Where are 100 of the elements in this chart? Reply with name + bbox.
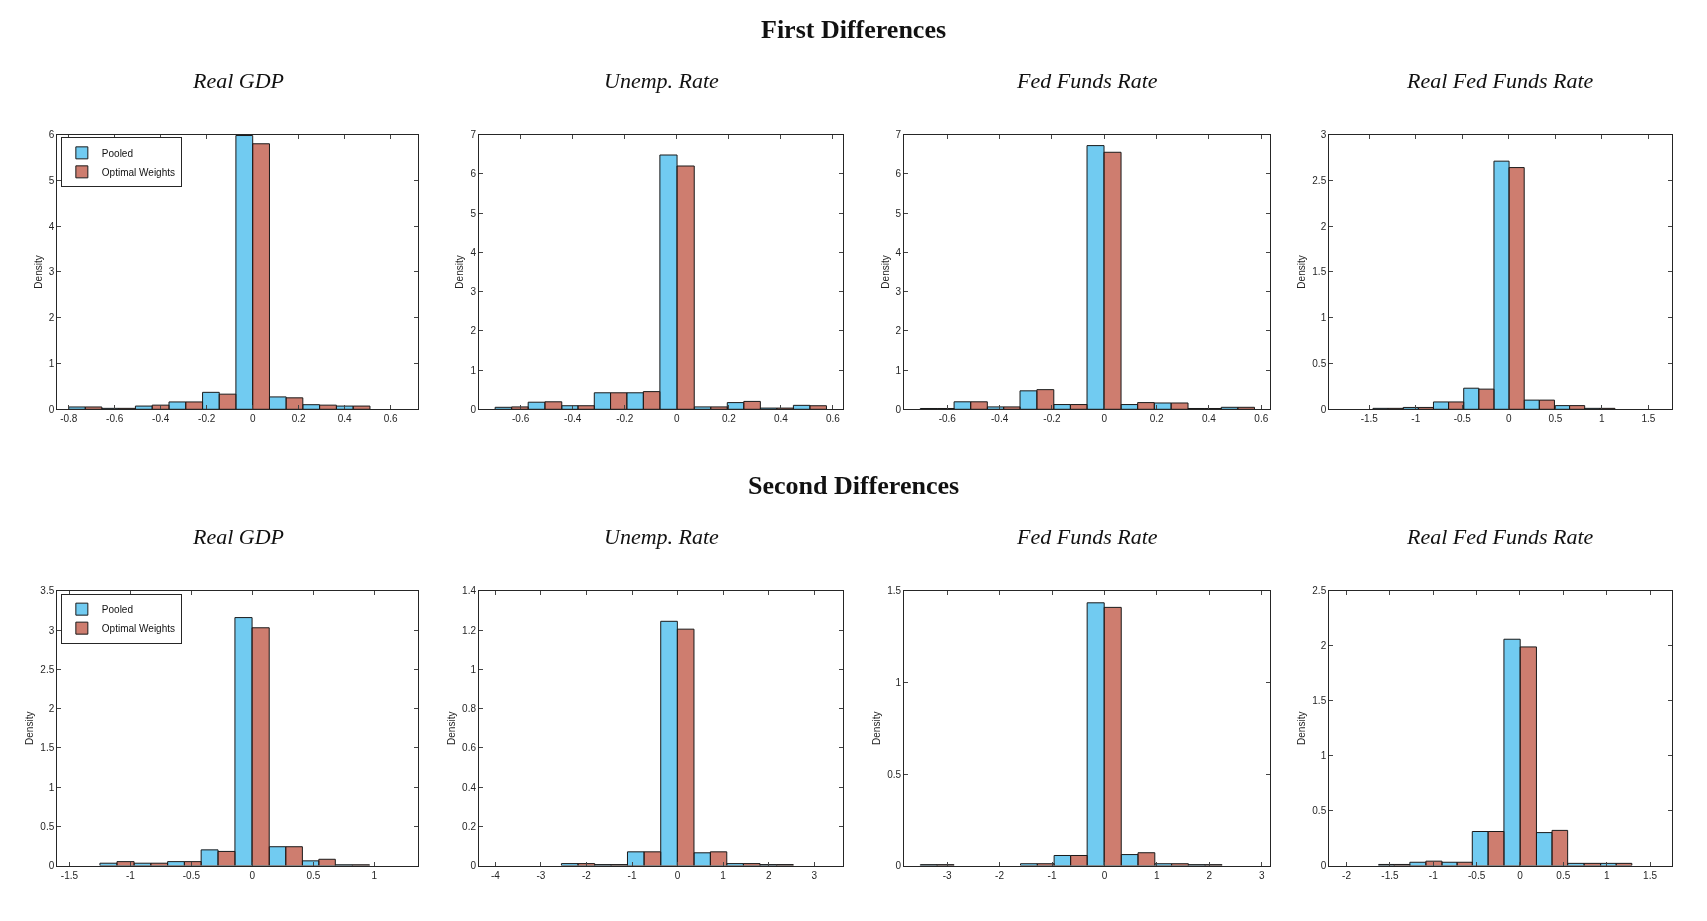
x-tick-label: 0 — [1101, 413, 1108, 425]
x-tick-label: 3 — [811, 869, 818, 881]
y-tick-label: 1 — [895, 364, 902, 376]
y-tick-label: 5 — [48, 174, 55, 186]
chart-title: Fed Funds Rate — [1016, 68, 1158, 93]
y-tick-label: 2 — [470, 325, 477, 337]
x-tick-label: -0.2 — [198, 413, 216, 425]
y-tick-label: 1 — [895, 676, 902, 688]
y-tick-label: 1.5 — [1312, 266, 1327, 278]
legend-label: Pooled — [101, 147, 133, 159]
y-tick-label: 0.5 — [40, 820, 55, 832]
y-axis-title: Density — [24, 711, 36, 745]
x-tick-label: 0.4 — [1202, 413, 1217, 425]
y-axis-title: Density — [1296, 255, 1308, 289]
x-tick-label: 0 — [1506, 413, 1513, 425]
x-tick-label: -0.2 — [616, 413, 634, 425]
x-tick-label: 0.5 — [1556, 869, 1571, 881]
y-tick-label: 2 — [895, 325, 902, 337]
x-tick-label: -0.2 — [1043, 413, 1061, 425]
legend-label: Pooled — [101, 604, 133, 616]
y-tick-label: 4 — [48, 220, 55, 232]
x-tick-label: -0.5 — [1453, 413, 1472, 425]
x-tick-label: 0 — [249, 413, 256, 425]
y-tick-label: 0.5 — [887, 768, 902, 780]
x-tick-label: 1 — [1603, 869, 1610, 881]
y-tick-label: 3.5 — [40, 585, 55, 597]
y-tick-label: 0.5 — [1312, 805, 1327, 817]
x-tick-label: -0.8 — [60, 413, 78, 425]
y-axis-title: Density — [879, 255, 891, 289]
x-tick-label: -1.5 — [60, 869, 79, 881]
y-axis-title: Density — [446, 711, 458, 745]
y-tick-label: 1.5 — [40, 742, 55, 754]
y-tick-label: 3 — [470, 286, 477, 298]
y-tick-label: 1.2 — [462, 624, 477, 636]
y-tick-label: 6 — [470, 168, 477, 180]
y-tick-label: 2 — [1320, 640, 1327, 652]
x-tick-label: -3 — [942, 869, 952, 881]
x-tick-label: 0.2 — [1149, 413, 1165, 425]
text: Second Differences — [748, 471, 960, 500]
y-tick-label: 0 — [48, 860, 55, 872]
y-tick-label: 3 — [48, 624, 55, 636]
y-tick-label: 0.8 — [462, 703, 477, 715]
x-tick-label: 1.5 — [1643, 869, 1658, 881]
y-tick-label: 3 — [895, 286, 902, 298]
x-tick-label: -1 — [125, 869, 136, 881]
y-axis-title: Density — [32, 255, 44, 289]
x-tick-label: 0.4 — [773, 413, 789, 425]
y-tick-label: 3 — [1320, 129, 1327, 141]
y-tick-label: 0 — [895, 403, 902, 415]
x-tick-label: -1 — [1411, 413, 1421, 425]
x-tick-label: -1 — [1047, 869, 1057, 881]
x-tick-label: 0 — [249, 869, 256, 881]
x-tick-label: 1 — [371, 869, 378, 881]
chart-title: Real GDP — [192, 524, 285, 549]
y-tick-label: 1 — [48, 357, 55, 369]
y-tick-label: 3 — [48, 266, 55, 278]
x-tick-label: 0 — [1101, 869, 1108, 881]
x-tick-label: 1 — [1154, 869, 1161, 881]
x-tick-label: -0.6 — [938, 413, 957, 425]
y-tick-label: 0.4 — [462, 781, 477, 793]
x-tick-label: 2 — [1206, 869, 1213, 881]
y-tick-label: 4 — [470, 246, 477, 258]
legend-label: Optimal Weights — [101, 166, 176, 178]
y-tick-label: 0.6 — [462, 742, 477, 754]
y-tick-label: 1 — [1320, 750, 1327, 762]
y-tick-label: 0.2 — [462, 820, 477, 832]
x-tick-label: 0 — [1517, 869, 1524, 881]
x-tick-label: -2 — [995, 869, 1005, 881]
x-tick-label: -1.5 — [1381, 869, 1399, 881]
y-tick-label: 2.5 — [1312, 585, 1327, 597]
y-tick-label: 2 — [48, 312, 55, 324]
x-tick-label: -4 — [490, 869, 501, 881]
chart-title: Real GDP — [192, 68, 285, 93]
x-tick-label: 0.2 — [291, 413, 307, 425]
text: First Differences — [761, 15, 947, 44]
x-tick-label: 3 — [1259, 869, 1266, 881]
y-tick-label: 0.5 — [1312, 357, 1327, 369]
x-tick-label: -0.4 — [991, 413, 1009, 425]
x-tick-label: -0.5 — [1468, 869, 1486, 881]
y-tick-label: 1 — [470, 663, 477, 675]
y-tick-label: 0 — [48, 403, 55, 415]
x-tick-label: -0.4 — [152, 413, 170, 425]
y-tick-label: 1.5 — [887, 585, 902, 597]
y-tick-label: 2 — [1320, 220, 1327, 232]
y-tick-label: 1 — [1320, 312, 1327, 324]
chart-title: Real Fed Funds Rate — [1406, 68, 1594, 93]
y-tick-label: 7 — [470, 129, 477, 141]
chart-title: Unemp. Rate — [604, 68, 720, 93]
x-tick-label: -3 — [536, 869, 546, 881]
x-tick-label: 1 — [1599, 413, 1606, 425]
chart-title: Unemp. Rate — [604, 524, 720, 549]
x-tick-label: 0.5 — [1548, 413, 1563, 425]
x-tick-label: -2 — [1342, 869, 1352, 881]
x-tick-label: -1.5 — [1360, 413, 1379, 425]
y-axis-title: Density — [871, 711, 883, 745]
x-tick-label: 0.5 — [306, 869, 321, 881]
y-tick-label: 1 — [48, 781, 55, 793]
y-tick-label: 5 — [470, 207, 477, 219]
y-tick-label: 6 — [48, 129, 55, 141]
x-tick-label: 0 — [674, 413, 681, 425]
